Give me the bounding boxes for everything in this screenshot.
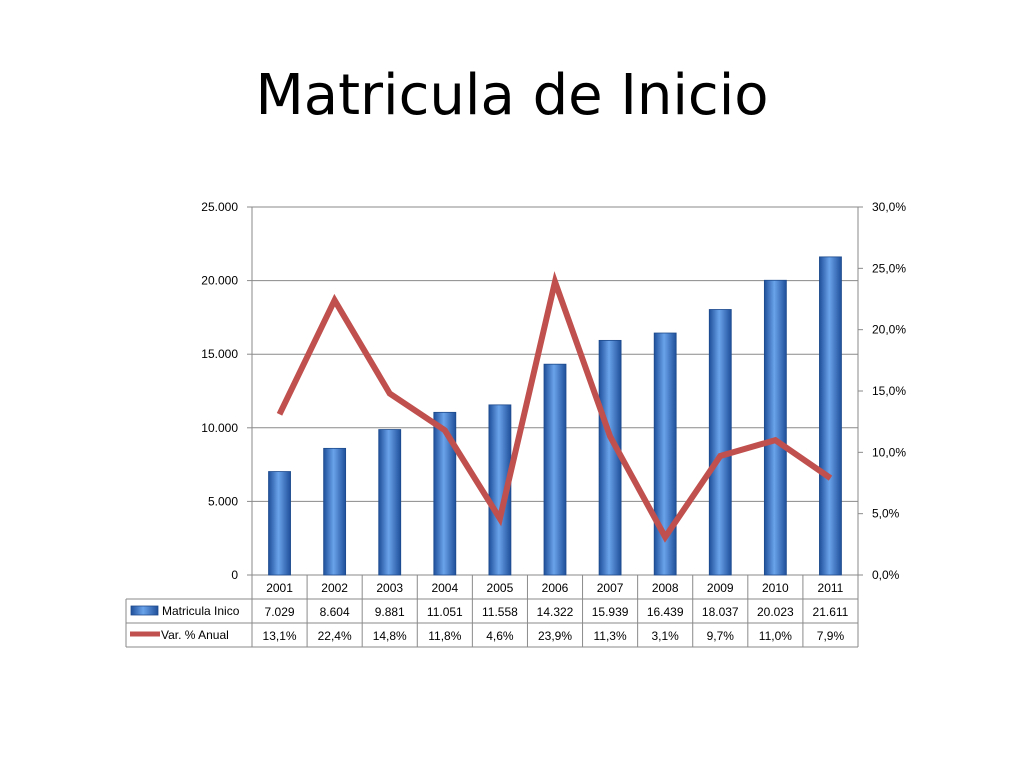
table-value-variation: 22,4%: [318, 629, 352, 643]
bar: [543, 363, 567, 576]
bar: [488, 404, 512, 576]
table-value-enrollment: 11.558: [482, 605, 518, 619]
legend-key-bar: [130, 605, 159, 616]
bar: [433, 411, 457, 576]
table-value-enrollment: 11.051: [427, 605, 463, 619]
category-label: 2005: [487, 581, 514, 595]
bar: [378, 429, 402, 576]
line-series: [276, 271, 833, 543]
category-label: 2001: [266, 581, 293, 595]
right-tick-label: 0,0%: [872, 568, 900, 582]
table-value-variation: 9,7%: [707, 629, 735, 643]
table-value-enrollment: 16.439: [647, 605, 684, 619]
table-value-variation: 11,0%: [759, 629, 792, 643]
data-table: 2001 2002 2003 2004 2005 2006 2007 2008 2009 2010…: [125, 575, 859, 648]
table-value-variation: 3,1%: [652, 629, 680, 643]
table-value-variation: 13,1%: [263, 629, 297, 643]
table-value-enrollment: 20.023: [757, 605, 794, 619]
category-label: 2011: [818, 581, 844, 595]
table-value-variation: 11,8%: [428, 629, 461, 643]
category-label: 2010: [762, 581, 789, 595]
table-value-variation: 14,8%: [373, 629, 407, 643]
right-tick-label: 30,0%: [872, 200, 906, 214]
category-label: 2003: [376, 581, 403, 595]
category-label: 2002: [321, 581, 348, 595]
bar: [598, 339, 622, 576]
table-value-enrollment: 14.322: [537, 605, 574, 619]
category-label: 2008: [652, 581, 679, 595]
table-value-enrollment: 8.604: [320, 605, 350, 619]
table-value-enrollment: 15.939: [592, 605, 629, 619]
table-value-enrollment: 9.881: [375, 605, 405, 619]
axes: 0 5.000 10.000 15.000 20.000 25.000 0,0% 5,0% 10…: [201, 200, 906, 582]
left-tick-label: 20.000: [201, 274, 238, 288]
slide-title: Matricula de Inicio: [255, 63, 769, 128]
table-value-variation: 11,3%: [594, 629, 627, 643]
left-tick-label: 0: [231, 568, 238, 582]
bar: [323, 447, 347, 576]
bar: [653, 332, 677, 576]
bar: [268, 471, 291, 576]
right-tick-label: 25,0%: [872, 261, 906, 275]
legend-label-bar: Matricula Inico: [162, 604, 240, 618]
right-tick-label: 15,0%: [872, 384, 906, 398]
legend-label-line: Var. % Anual: [161, 628, 229, 642]
left-tick-label: 5.000: [208, 494, 238, 508]
right-tick-label: 10,0%: [872, 445, 906, 459]
category-label: 2004: [431, 581, 458, 595]
bar-series: [268, 256, 842, 576]
category-label: 2009: [707, 581, 734, 595]
table-value-variation: 23,9%: [538, 629, 572, 643]
table-value-variation: 4,6%: [486, 629, 514, 643]
table-value-enrollment: 7.029: [265, 605, 295, 619]
left-tick-label: 15.000: [201, 347, 238, 361]
left-tick-label: 10.000: [201, 421, 238, 435]
right-tick-label: 20,0%: [872, 323, 906, 337]
bar: [763, 279, 787, 576]
bar: [819, 256, 842, 576]
left-tick-label: 25.000: [201, 200, 238, 214]
table-value-enrollment: 18.037: [702, 605, 739, 619]
category-label: 2006: [542, 581, 569, 595]
table-value-enrollment: 21.611: [813, 605, 849, 619]
table-value-variation: 7,9%: [817, 629, 845, 643]
right-tick-label: 5,0%: [872, 507, 900, 521]
category-label: 2007: [597, 581, 624, 595]
bar: [708, 309, 732, 576]
